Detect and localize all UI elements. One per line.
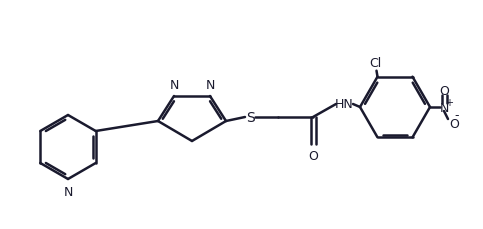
Text: S: S: [246, 111, 255, 124]
Text: +: +: [445, 98, 453, 108]
Text: N: N: [205, 79, 214, 92]
Text: N: N: [63, 185, 72, 198]
Text: N: N: [440, 101, 449, 114]
Text: O: O: [308, 149, 318, 162]
Text: -: -: [455, 109, 459, 122]
Text: O: O: [449, 117, 459, 131]
Text: N: N: [170, 79, 179, 92]
Text: Cl: Cl: [369, 56, 382, 69]
Text: HN: HN: [335, 98, 354, 111]
Text: O: O: [439, 85, 449, 98]
